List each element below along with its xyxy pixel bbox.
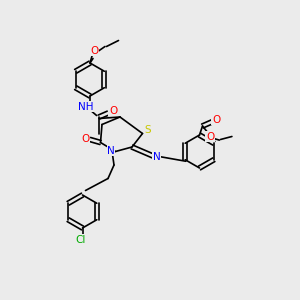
Text: O: O xyxy=(206,131,214,142)
Text: N: N xyxy=(153,152,160,162)
Text: O: O xyxy=(212,115,220,125)
Text: S: S xyxy=(145,125,151,136)
Text: O: O xyxy=(81,134,90,145)
Text: O: O xyxy=(90,46,98,56)
Text: NH: NH xyxy=(78,101,93,112)
Text: N: N xyxy=(107,146,115,156)
Text: Cl: Cl xyxy=(76,235,86,245)
Text: O: O xyxy=(109,106,117,116)
